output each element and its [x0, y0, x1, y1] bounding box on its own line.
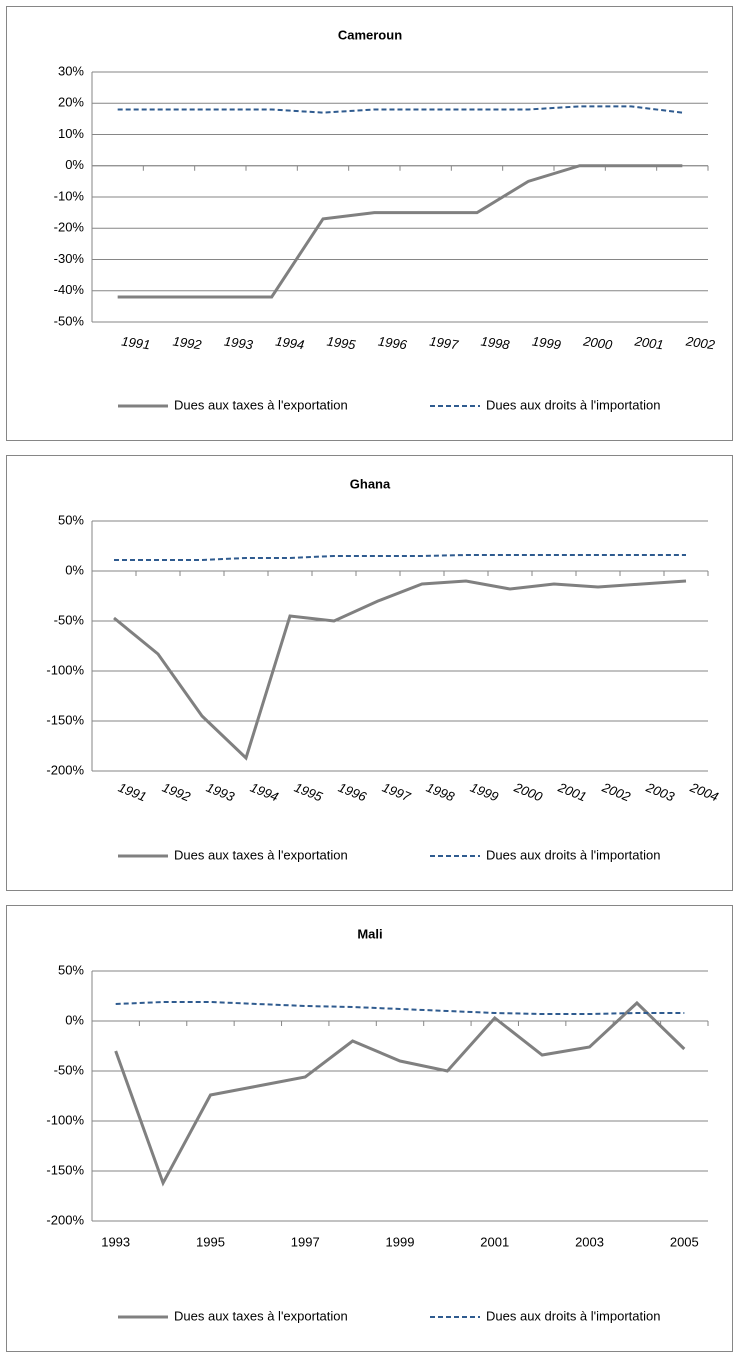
y-tick-label: -10% — [54, 188, 85, 203]
y-tick-label: 50% — [58, 512, 84, 527]
x-tick-label: 2002 — [684, 333, 716, 352]
x-tick-label: 1999 — [386, 1234, 415, 1249]
x-tick-label: 1995 — [196, 1234, 225, 1249]
legend-label: Dues aux droits à l'importation — [486, 1308, 660, 1323]
x-tick-label: 1994 — [274, 334, 305, 353]
chart-frame — [6, 6, 733, 441]
chart: Mali 50% 0% -50% -100% -150% -200% 1993 1995 1997… — [6, 905, 733, 1352]
y-tick-label: -200% — [46, 1212, 84, 1227]
y-tick-label: -200% — [46, 762, 84, 777]
y-tick-label: -100% — [46, 662, 84, 677]
y-tick-label: 10% — [58, 126, 84, 141]
x-tick-label: 1998 — [480, 334, 511, 353]
y-tick-label: -50% — [54, 1062, 85, 1077]
y-tick-label: -50% — [54, 612, 85, 627]
x-tick-label: 1997 — [291, 1234, 320, 1249]
x-tick-label: 1997 — [428, 334, 459, 353]
chart: Cameroun 30% 20% 10% 0% -10% -20% -30% -40% -50% 1… — [6, 6, 733, 441]
y-tick-label: 20% — [58, 95, 84, 110]
y-tick-label: 30% — [58, 63, 84, 78]
y-tick-label: -150% — [46, 1162, 84, 1177]
legend-label: Dues aux taxes à l'exportation — [174, 397, 348, 412]
chart-title: Cameroun — [338, 27, 402, 42]
legend-label: Dues aux taxes à l'exportation — [174, 847, 348, 862]
x-tick-label: 1999 — [531, 334, 562, 353]
x-tick-label: 2005 — [670, 1234, 699, 1249]
series-line — [117, 105, 683, 114]
x-tick-label: 2001 — [633, 333, 665, 352]
x-tick-label: 1996 — [377, 334, 408, 353]
y-tick-label: 0% — [65, 157, 84, 172]
legend-label: Dues aux droits à l'importation — [486, 847, 660, 862]
series-line — [114, 1000, 686, 1187]
series-line — [117, 164, 683, 299]
y-tick-label: -150% — [46, 712, 84, 727]
series-line — [114, 554, 686, 561]
series-line — [115, 1001, 685, 1015]
x-tick-label: 1991 — [120, 334, 151, 353]
chart-title: Mali — [357, 926, 382, 941]
y-tick-label: -40% — [54, 282, 85, 297]
y-tick-label: -20% — [54, 220, 85, 235]
chart-frame — [6, 455, 733, 891]
y-tick-label: -100% — [46, 1112, 84, 1127]
y-tick-label: 0% — [65, 562, 84, 577]
y-tick-label: 50% — [58, 962, 84, 977]
x-tick-label: 1993 — [101, 1234, 130, 1249]
x-tick-label: 1995 — [326, 334, 357, 353]
x-tick-label: 2000 — [581, 333, 613, 352]
chart-frame — [6, 905, 733, 1352]
chart-title: Ghana — [350, 476, 391, 491]
y-tick-label: -50% — [54, 313, 85, 328]
y-tick-label: -30% — [54, 251, 85, 266]
x-tick-label: 1993 — [223, 334, 254, 353]
y-tick-label: 0% — [65, 1012, 84, 1027]
legend-label: Dues aux taxes à l'exportation — [174, 1308, 348, 1323]
x-tick-label: 1992 — [172, 334, 203, 353]
legend-label: Dues aux droits à l'importation — [486, 397, 660, 412]
x-tick-label: 2003 — [575, 1234, 604, 1249]
series-line — [113, 579, 687, 761]
x-tick-label: 2001 — [480, 1234, 509, 1249]
